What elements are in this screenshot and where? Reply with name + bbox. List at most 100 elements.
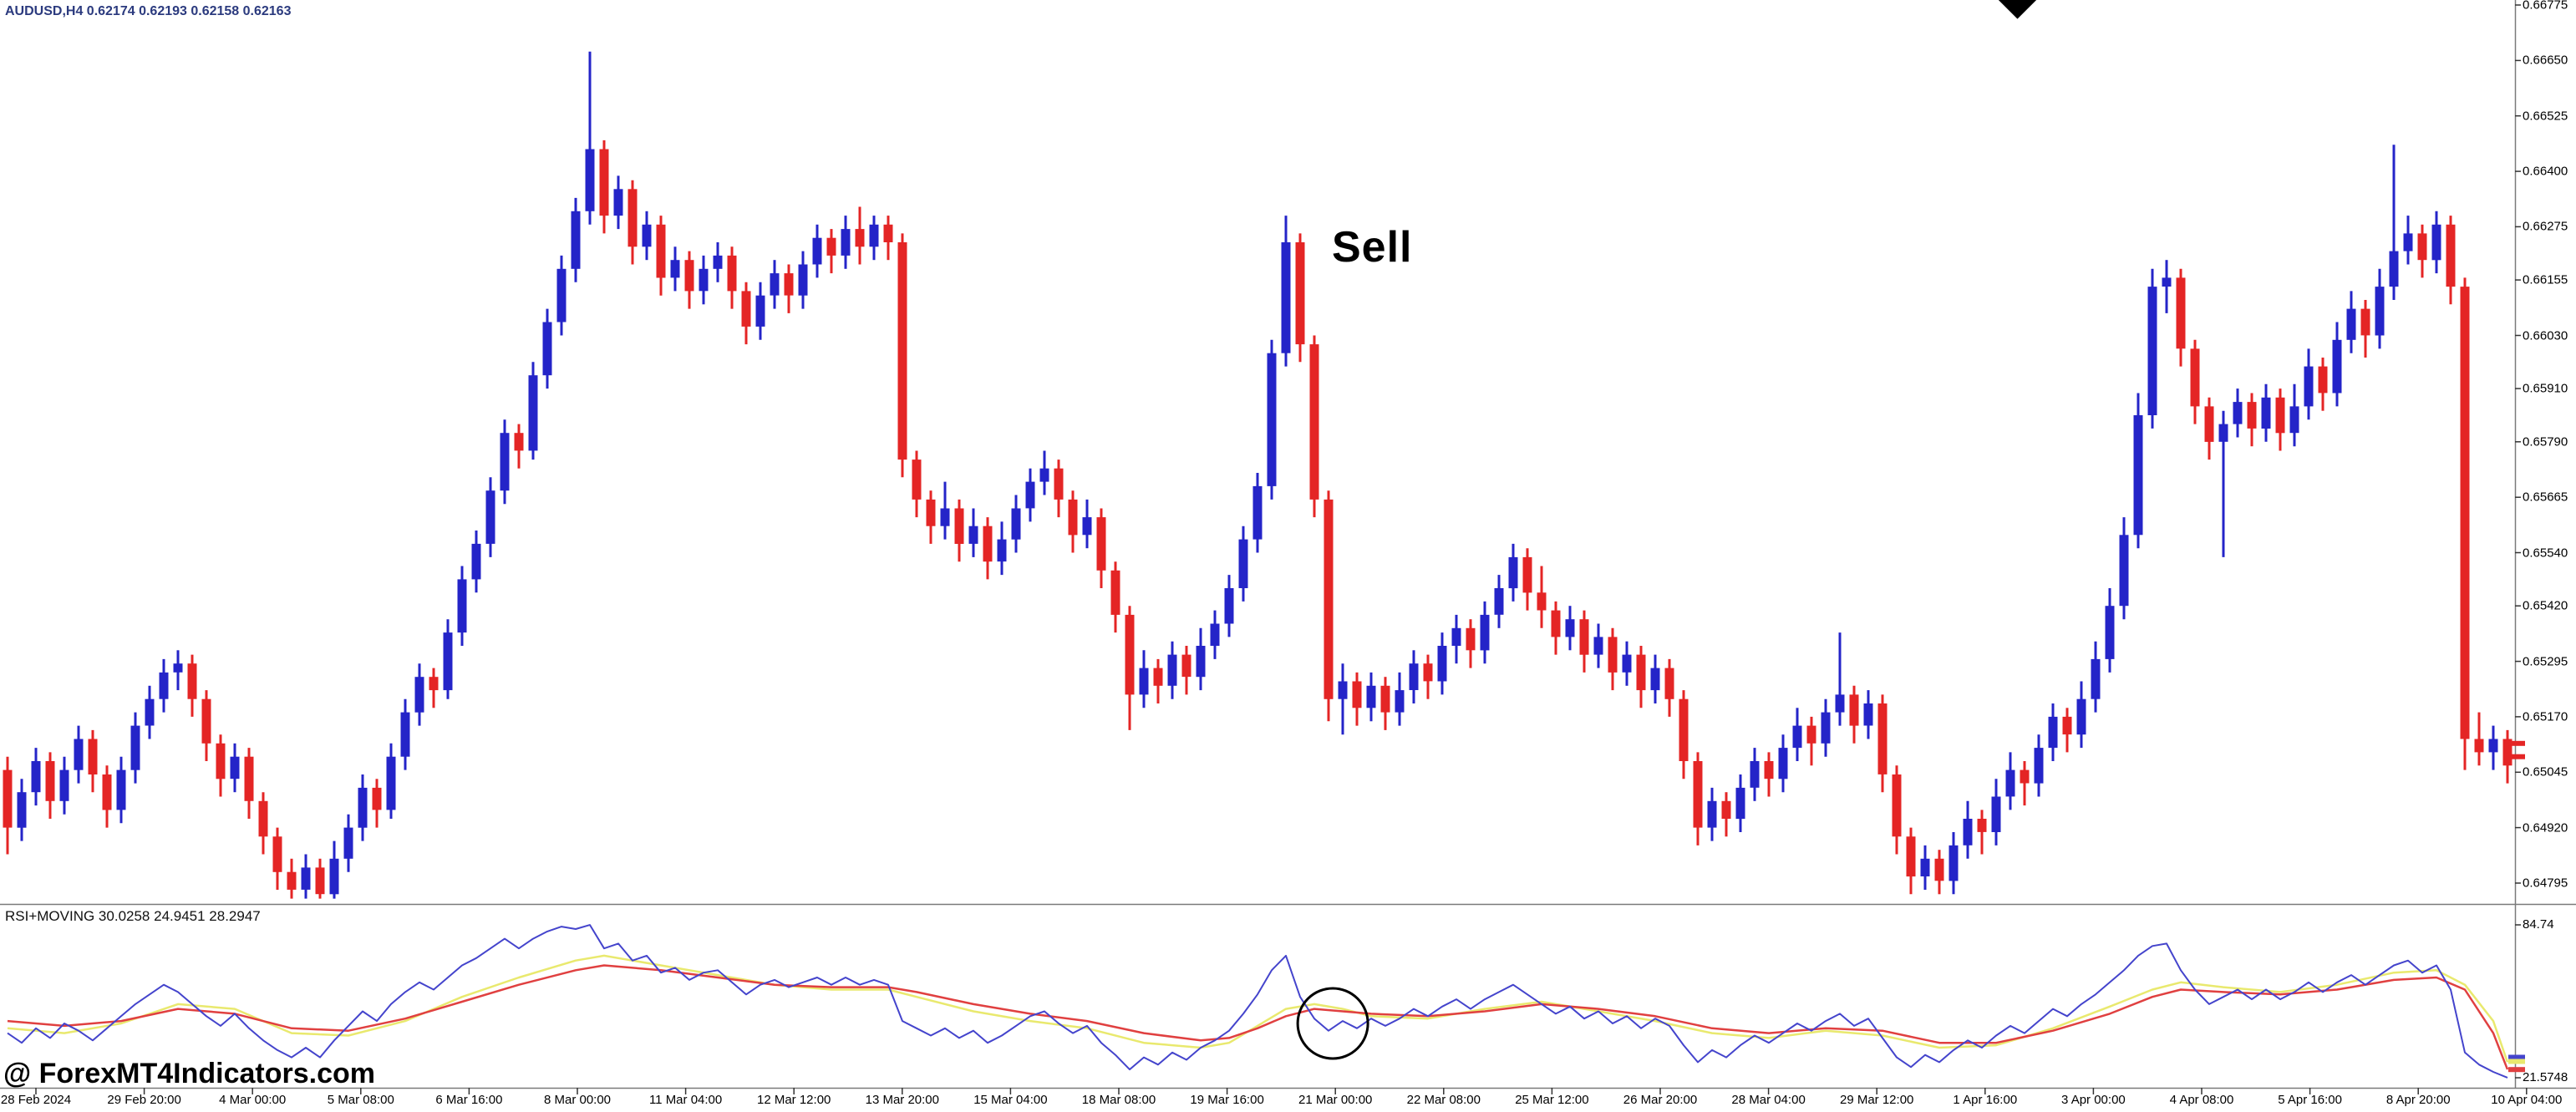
candle-body <box>2261 397 2271 429</box>
candle-body <box>784 273 794 296</box>
candle-body <box>1181 654 1191 678</box>
candle-body <box>1238 539 1248 588</box>
candle-body <box>2403 233 2413 251</box>
candle-body <box>869 224 879 247</box>
candle-body <box>1068 499 1078 536</box>
candle-body <box>2091 658 2101 699</box>
candle-body <box>173 663 183 673</box>
candle-body <box>386 756 396 810</box>
candle-body <box>1650 668 1660 691</box>
candle-body <box>812 237 822 265</box>
candle-body <box>642 224 652 247</box>
candle-body <box>1423 663 1433 682</box>
candle-body <box>1494 588 1504 615</box>
indicator-panel[interactable] <box>0 905 2515 1088</box>
candle-body <box>954 508 964 544</box>
candle-body <box>770 273 780 296</box>
candle-body <box>102 774 112 810</box>
indicator-value-marker <box>2508 1054 2525 1060</box>
candle-body <box>1806 725 1816 744</box>
candle-body <box>500 433 510 491</box>
candle-body <box>2176 277 2186 349</box>
candle-body <box>755 295 765 327</box>
arrow-annotation <box>1998 0 2037 19</box>
candle-body <box>1877 703 1888 774</box>
candle-body <box>1977 819 1987 832</box>
candle-body <box>59 769 69 801</box>
candle-body <box>343 827 353 859</box>
time-axis-label: 25 Mar 12:00 <box>1515 1093 1589 1107</box>
candle-body <box>2062 716 2072 735</box>
candle-body <box>429 677 439 691</box>
candle-body <box>1608 637 1618 673</box>
candle-body <box>514 433 524 451</box>
indicator-value-marker <box>2508 1067 2525 1073</box>
watermark: @ ForexMT4Indicators.com <box>3 1058 376 1089</box>
candle-body <box>187 663 197 699</box>
main-chart-area[interactable] <box>0 0 2515 904</box>
time-axis-label: 8 Apr 20:00 <box>2385 1093 2451 1107</box>
price-axis-label: 0.64795 <box>2523 876 2568 891</box>
candle-body <box>457 579 467 633</box>
candle-body <box>1039 468 1049 482</box>
candle-body <box>926 499 936 526</box>
candle-body <box>1366 685 1376 708</box>
price-axis-label: 0.65295 <box>2523 654 2568 669</box>
candle-body <box>1693 761 1703 828</box>
candle-body <box>2147 287 2157 415</box>
current-price-marker <box>2508 740 2525 746</box>
sell-annotation: Sell <box>1332 223 1413 272</box>
price-axis-label: 0.65420 <box>2523 598 2568 613</box>
time-axis-label: 21 Mar 00:00 <box>1298 1093 1373 1107</box>
candle-body <box>2318 366 2328 394</box>
price-axis-label: 0.66650 <box>2523 53 2568 68</box>
candle-body <box>1949 845 1959 881</box>
candle-body <box>116 769 126 810</box>
rsi-line <box>7 924 2508 1079</box>
candle-body <box>2119 535 2129 607</box>
candle-body <box>1324 499 1334 699</box>
candle-body <box>2247 402 2257 429</box>
candle-body <box>1764 761 1774 779</box>
candle-body <box>1920 858 1930 876</box>
candle-body <box>528 375 538 451</box>
time-axis-label: 29 Feb 20:00 <box>107 1093 181 1107</box>
candle-body <box>1352 681 1362 708</box>
candle-body <box>329 858 339 895</box>
candle-body <box>2020 769 2030 784</box>
candle-body <box>841 229 851 256</box>
candle-body <box>1636 654 1646 691</box>
candle-body <box>897 242 907 460</box>
candle-body <box>1224 588 1234 624</box>
candle-body <box>599 149 609 216</box>
candle-body <box>2275 397 2285 434</box>
time-axis-label: 5 Apr 16:00 <box>2278 1093 2342 1107</box>
time-axis-label: 8 Mar 00:00 <box>543 1093 612 1107</box>
price-axis-label: 0.65540 <box>2523 546 2568 560</box>
candle-body <box>130 725 140 770</box>
candle-body <box>2105 606 2115 659</box>
candle-body <box>471 543 481 580</box>
price-axis-label: 0.66400 <box>2523 164 2568 179</box>
candle-body <box>585 149 595 211</box>
candle-body <box>2034 748 2044 784</box>
candle-body <box>1679 698 1689 761</box>
candle-body <box>230 756 240 779</box>
candle-body <box>2460 287 2470 739</box>
candle-body <box>17 792 27 828</box>
indicator-scale-max-label: 84.74 <box>2523 917 2554 932</box>
candle-body <box>1821 712 1831 744</box>
candle-body <box>1395 690 1405 713</box>
candle-body <box>2346 308 2356 340</box>
candle-body <box>1338 681 1348 699</box>
candle-body <box>2048 716 2058 749</box>
candle-body <box>1409 663 1419 690</box>
candle-body <box>1281 242 1291 353</box>
candle-body <box>798 264 808 296</box>
candle-body <box>1593 637 1603 655</box>
candle-body <box>1835 694 1845 713</box>
candle-body <box>1380 685 1390 713</box>
candle-body <box>912 460 922 500</box>
